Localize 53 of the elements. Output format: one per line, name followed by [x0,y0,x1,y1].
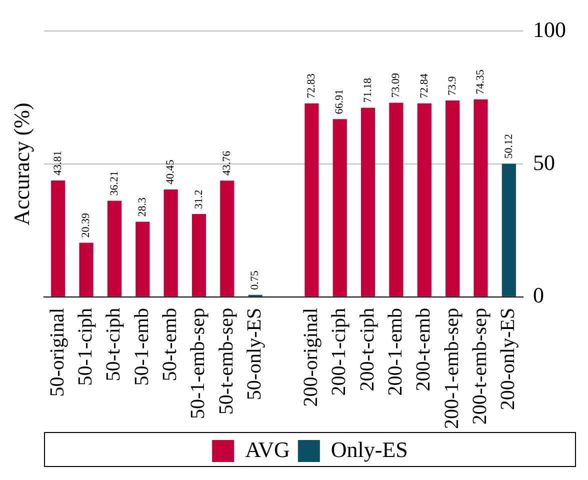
data-label: 72.84 [418,73,430,98]
x-tick-label: 50-1-emb [130,308,153,386]
data-label: 36.21 [108,170,120,196]
x-tick-label: 50-only-ES [244,308,266,400]
data-label: 73.9 [446,76,458,96]
x-tick-label: 200-t-emb [412,308,435,392]
bar [164,189,178,296]
y-axis-title: Accuracy (%) [8,102,34,226]
x-tick-label: 50-t-emb [159,308,182,382]
x-tick-label: 200-only-ES [497,308,520,410]
bar [446,100,460,296]
data-label: 71.18 [362,78,374,103]
bar [192,214,206,296]
bar [417,103,432,296]
x-tick-label: 200-t-emb-sep [468,308,491,425]
data-label: 66.91 [334,89,346,114]
data-label: 72.83 [306,73,318,98]
data-label: 31.2 [192,190,205,210]
bar [389,102,404,296]
x-tick-label: 50-1-ciph [74,308,97,386]
data-label: 74.35 [474,69,487,94]
data-label: 43.81 [52,150,64,176]
data-label: 28.3 [136,196,149,217]
legend-label: AVG [245,436,290,462]
x-tick-label: 200-original [300,307,322,407]
y-tick-label: 0 [533,282,544,308]
bar [220,180,234,296]
x-tick-label: 50-t-emb-sep [215,308,238,415]
data-label: 43.76 [221,150,234,176]
data-label: 0.75 [249,270,262,290]
x-tick-label: 200-1-emb-sep [440,308,463,430]
data-label: 73.09 [390,72,402,98]
x-tick-label: 200-1-emb [384,308,406,396]
bar [474,99,488,296]
bar [332,119,347,296]
data-label: 20.39 [80,212,92,238]
bar [360,108,376,296]
x-tick-label: 200-t-ciph [356,308,378,392]
bar [304,103,319,296]
y-tick-label: 50 [533,150,555,175]
y-tick-label: 100 [533,16,566,42]
data-label: 50.12 [502,134,515,159]
bar [502,164,516,296]
bar [51,180,66,296]
legend-label: Only-ES [330,436,408,462]
bar [107,200,122,296]
x-tick-label: 50-t-ciph [102,308,125,382]
x-tick-label: 50-1-emb-sep [187,308,210,420]
bar [136,222,150,296]
x-tick-label: 50-original [46,307,68,397]
data-label: 40.45 [164,159,177,184]
x-tick-label: 200-1-ciph [328,308,350,396]
bar [79,242,94,296]
